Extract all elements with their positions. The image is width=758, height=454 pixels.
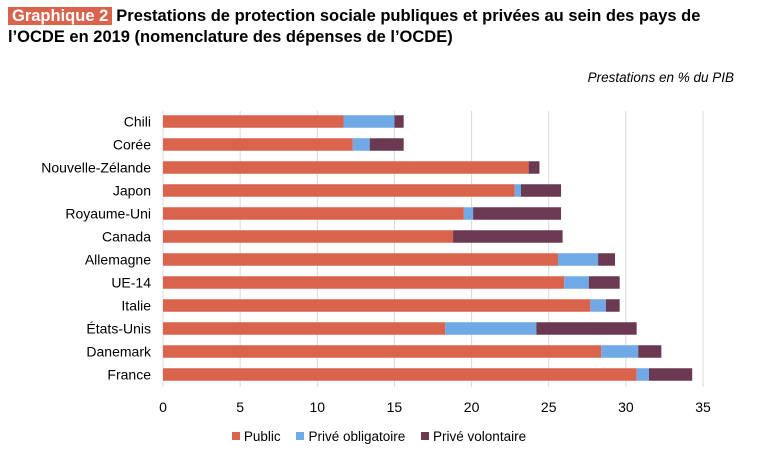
y-tick-label: Canada (102, 229, 151, 245)
y-tick-label: UE-14 (111, 275, 151, 291)
x-tick-label: 15 (387, 399, 403, 415)
bar-segment-prive-obligatoire (463, 207, 474, 220)
bar-segment-prive-volontaire (536, 322, 637, 335)
bar-segment-public (163, 161, 529, 174)
x-tick-label: 25 (541, 399, 557, 415)
legend-swatch-public (231, 432, 240, 440)
bar-segment-prive-volontaire (369, 138, 404, 151)
bar-segment-prive-obligatoire (445, 322, 537, 335)
chart-title-block: Graphique 2 Prestations de protection soc… (8, 6, 748, 48)
bar-segment-prive-volontaire (520, 184, 562, 197)
units-note: Prestations en % du PIB (587, 70, 734, 85)
y-tick-label: États-Unis (86, 321, 151, 337)
bar-segment-public (163, 115, 344, 128)
bar-segment-public (163, 184, 515, 197)
bar-segment-public (163, 299, 591, 312)
legend-swatch-prive-obligatoire (296, 432, 305, 440)
bar-segment-prive-obligatoire (514, 184, 521, 197)
legend-swatch-prive-volontaire (421, 432, 430, 440)
bar-segment-prive-obligatoire (343, 115, 395, 128)
y-tick-label: France (107, 367, 151, 383)
y-tick-label: Nouvelle-Zélande (41, 160, 151, 176)
y-tick-label: Japon (113, 183, 151, 199)
y-tick-label: Italie (121, 298, 151, 314)
y-tick-label: Royaume-Uni (65, 206, 151, 222)
bar-segment-prive-volontaire (649, 368, 693, 381)
bar-segment-prive-volontaire (394, 115, 404, 128)
bar-segment-public (163, 322, 446, 335)
bar-segment-prive-volontaire (588, 276, 620, 289)
x-tick-label: 5 (236, 399, 244, 415)
bar-segment-public (163, 345, 602, 358)
chart-title: Prestations de protection sociale publiq… (8, 7, 701, 46)
legend-item-prive-volontaire: Privé volontaire (421, 429, 526, 444)
x-tick-label: 10 (309, 399, 325, 415)
bar-segment-prive-obligatoire (590, 299, 606, 312)
y-tick-label: Chili (124, 114, 151, 130)
bar-segment-public (163, 207, 464, 220)
x-tick-label: 35 (695, 399, 711, 415)
bar-segment-prive-obligatoire (352, 138, 370, 151)
bar-segment-prive-obligatoire (557, 253, 599, 266)
y-tick-label: Danemark (86, 344, 152, 360)
bar-segment-prive-volontaire (473, 207, 562, 220)
bar-segment-prive-volontaire (453, 230, 563, 243)
legend: Public Privé obligatoire Privé volontair… (0, 429, 758, 444)
bar-segment-prive-obligatoire (601, 345, 639, 358)
bar-segment-prive-volontaire (638, 345, 662, 358)
bar-chart: 0 5 10 15 20 25 30 35 Chili Corée Nouvelle-Zélande… (41, 111, 711, 415)
bar-segment-prive-volontaire (598, 253, 616, 266)
x-tick-label: 20 (464, 399, 480, 415)
bar-segment-public (163, 253, 558, 266)
legend-label-prive-volontaire: Privé volontaire (433, 429, 527, 444)
bar-segment-prive-obligatoire (564, 276, 589, 289)
y-tick-label: Corée (113, 137, 151, 153)
bar-segment-public (163, 368, 637, 381)
legend-item-public: Public (231, 429, 281, 444)
bar-segment-prive-volontaire (528, 161, 540, 174)
bar-segment-prive-volontaire (605, 299, 620, 312)
legend-item-prive-obligatoire: Privé obligatoire (296, 429, 405, 444)
legend-label-public: Public (243, 429, 281, 444)
x-tick-label: 0 (159, 399, 167, 415)
y-tick-label: Allemagne (85, 252, 151, 268)
figure-badge: Graphique 2 (8, 7, 113, 25)
bar-segment-public (163, 276, 565, 289)
bar-segment-public (163, 138, 353, 151)
bar-segment-prive-obligatoire (636, 368, 649, 381)
bar-segment-public (163, 230, 454, 243)
x-tick-label: 30 (618, 399, 634, 415)
legend-label-prive-obligatoire: Privé obligatoire (308, 429, 406, 444)
